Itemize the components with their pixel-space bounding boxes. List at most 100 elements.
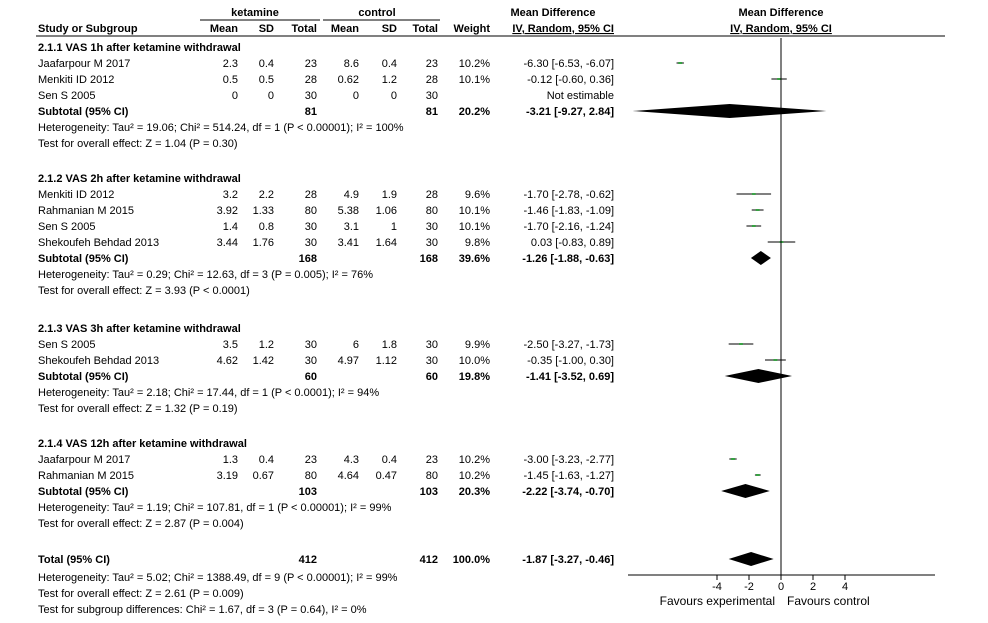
subtotal-weight: 20.3% bbox=[459, 486, 490, 498]
study-weight: 10.2% bbox=[459, 454, 490, 466]
study-ci: -3.00 [-3.23, -2.77] bbox=[524, 454, 615, 466]
subgroup-overall-effect: Test for overall effect: Z = 1.32 (P = 0… bbox=[38, 403, 238, 415]
study-name: Rahmanian M 2015 bbox=[38, 205, 134, 217]
plot-title: Mean Difference bbox=[739, 7, 824, 19]
study-weight: 10.2% bbox=[459, 58, 490, 70]
subtotal-ci: -1.41 [-3.52, 0.69] bbox=[526, 371, 614, 383]
study-point-estimate bbox=[777, 78, 781, 80]
study-n2: 30 bbox=[426, 355, 438, 367]
study-n2: 23 bbox=[426, 58, 438, 70]
x-tick-label: 4 bbox=[842, 581, 848, 593]
subtotal-label: Subtotal (95% CI) bbox=[38, 486, 129, 498]
study-name: Shekoufeh Behdad 2013 bbox=[38, 237, 159, 249]
favours-right-label: Favours control bbox=[787, 594, 870, 608]
study-n2: 80 bbox=[426, 470, 438, 482]
study-sd1: 0.4 bbox=[259, 454, 274, 466]
study-weight: 9.8% bbox=[465, 237, 490, 249]
col-total2: Total bbox=[413, 23, 438, 35]
subtotal-diamond bbox=[750, 251, 771, 265]
study-name: Jaafarpour M 2017 bbox=[38, 454, 130, 466]
study-mean2: 5.38 bbox=[338, 205, 359, 217]
subtotal-label: Subtotal (95% CI) bbox=[38, 106, 129, 118]
study-weight: 10.0% bbox=[459, 355, 490, 367]
study-n2: 80 bbox=[426, 205, 438, 217]
study-n1: 30 bbox=[305, 237, 317, 249]
study-sd1: 1.2 bbox=[259, 339, 274, 351]
subtotal-n1: 103 bbox=[299, 486, 317, 498]
study-weight: 10.2% bbox=[459, 470, 490, 482]
study-mean2: 3.1 bbox=[344, 221, 359, 233]
study-name: Rahmanian M 2015 bbox=[38, 470, 134, 482]
subtotal-diamond bbox=[632, 104, 827, 118]
subgroup-heterogeneity: Heterogeneity: Tau² = 19.06; Chi² = 514.… bbox=[38, 122, 404, 134]
study-n1: 30 bbox=[305, 339, 317, 351]
study-ci: 0.03 [-0.83, 0.89] bbox=[531, 237, 614, 249]
x-tick-label: 2 bbox=[810, 581, 816, 593]
subgroup-heterogeneity: Heterogeneity: Tau² = 0.29; Chi² = 12.63… bbox=[38, 269, 373, 281]
study-point-estimate bbox=[751, 225, 756, 227]
subtotal-ci: -1.26 [-1.88, -0.63] bbox=[522, 253, 614, 265]
study-weight: 9.6% bbox=[465, 189, 490, 201]
study-ci: -2.50 [-3.27, -1.73] bbox=[524, 339, 615, 351]
col-mean2: Mean bbox=[331, 23, 359, 35]
study-sd2: 1.2 bbox=[382, 74, 397, 86]
study-sd2: 1.06 bbox=[376, 205, 397, 217]
study-mean2: 4.97 bbox=[338, 355, 359, 367]
study-sd2: 0.47 bbox=[376, 470, 397, 482]
subgroup-title: 2.1.3 VAS 3h after ketamine withdrawal bbox=[38, 323, 241, 335]
study-mean2: 4.64 bbox=[338, 470, 359, 482]
study-sd1: 0.8 bbox=[259, 221, 274, 233]
study-point-estimate bbox=[678, 62, 683, 64]
subtotal-diamond bbox=[724, 369, 793, 383]
study-mean1: 3.19 bbox=[217, 470, 238, 482]
study-mean1: 1.4 bbox=[223, 221, 238, 233]
col-total1: Total bbox=[292, 23, 317, 35]
study-mean1: 0 bbox=[232, 90, 238, 102]
study-point-estimate bbox=[755, 474, 760, 476]
study-n1: 28 bbox=[305, 74, 317, 86]
subgroup-heterogeneity: Heterogeneity: Tau² = 2.18; Chi² = 17.44… bbox=[38, 387, 379, 399]
subgroup-title: 2.1.1 VAS 1h after ketamine withdrawal bbox=[38, 42, 241, 54]
col-weight: Weight bbox=[454, 23, 491, 35]
subtotal-n1: 168 bbox=[299, 253, 317, 265]
study-point-estimate bbox=[731, 458, 735, 460]
study-ci: -1.46 [-1.83, -1.09] bbox=[524, 205, 615, 217]
study-ci: -0.12 [-0.60, 0.36] bbox=[527, 74, 614, 86]
subtotal-n2: 103 bbox=[420, 486, 438, 498]
study-mean1: 3.44 bbox=[217, 237, 238, 249]
study-name: Menkiti ID 2012 bbox=[38, 74, 114, 86]
study-name: Sen S 2005 bbox=[38, 221, 96, 233]
study-sd1: 0 bbox=[268, 90, 274, 102]
col-mean1: Mean bbox=[210, 23, 238, 35]
x-tick-label: -2 bbox=[744, 581, 754, 593]
study-n1: 23 bbox=[305, 454, 317, 466]
study-mean2: 8.6 bbox=[344, 58, 359, 70]
study-sd1: 1.42 bbox=[253, 355, 274, 367]
study-n1: 23 bbox=[305, 58, 317, 70]
total-label: Total (95% CI) bbox=[38, 554, 110, 566]
study-sd2: 1 bbox=[391, 221, 397, 233]
study-sd1: 1.76 bbox=[253, 237, 274, 249]
col-sd1: SD bbox=[259, 23, 274, 35]
total-diamond bbox=[728, 552, 774, 566]
study-mean2: 6 bbox=[353, 339, 359, 351]
study-mean1: 3.2 bbox=[223, 189, 238, 201]
group2-header: control bbox=[358, 7, 395, 19]
study-sd2: 1.8 bbox=[382, 339, 397, 351]
study-point-estimate bbox=[773, 359, 778, 361]
study-name: Sen S 2005 bbox=[38, 90, 96, 102]
study-weight: 10.1% bbox=[459, 221, 490, 233]
total-weight: 100.0% bbox=[453, 554, 491, 566]
study-n1: 30 bbox=[305, 221, 317, 233]
subtotal-label: Subtotal (95% CI) bbox=[38, 253, 129, 265]
total-ci: -1.87 [-3.27, -0.46] bbox=[522, 554, 614, 566]
study-n1: 80 bbox=[305, 205, 317, 217]
study-mean2: 0.62 bbox=[338, 74, 359, 86]
study-point-estimate bbox=[751, 193, 756, 195]
subgroup-overall-effect: Test for overall effect: Z = 2.87 (P = 0… bbox=[38, 518, 244, 530]
study-n2: 28 bbox=[426, 189, 438, 201]
study-n2: 30 bbox=[426, 339, 438, 351]
md-title: Mean Difference bbox=[511, 7, 596, 19]
study-sd2: 1.64 bbox=[376, 237, 397, 249]
